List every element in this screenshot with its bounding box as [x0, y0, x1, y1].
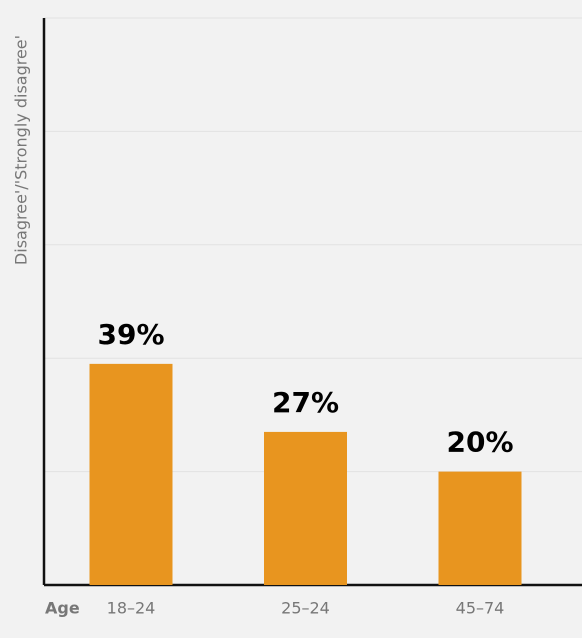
bar	[264, 431, 347, 585]
y-axis-label: Disagree'/'Strongly disagree'	[12, 35, 31, 265]
x-tick-label: 25–24	[281, 599, 330, 618]
bar	[89, 363, 173, 585]
value-label: 27%	[272, 386, 339, 419]
x-tick-label: 45–74	[456, 599, 505, 618]
bar	[438, 471, 522, 585]
x-axis-label: Age	[45, 599, 80, 618]
x-tick-label: 18–24	[107, 599, 156, 618]
value-label: 20%	[446, 426, 513, 459]
value-label: 39%	[97, 318, 164, 351]
